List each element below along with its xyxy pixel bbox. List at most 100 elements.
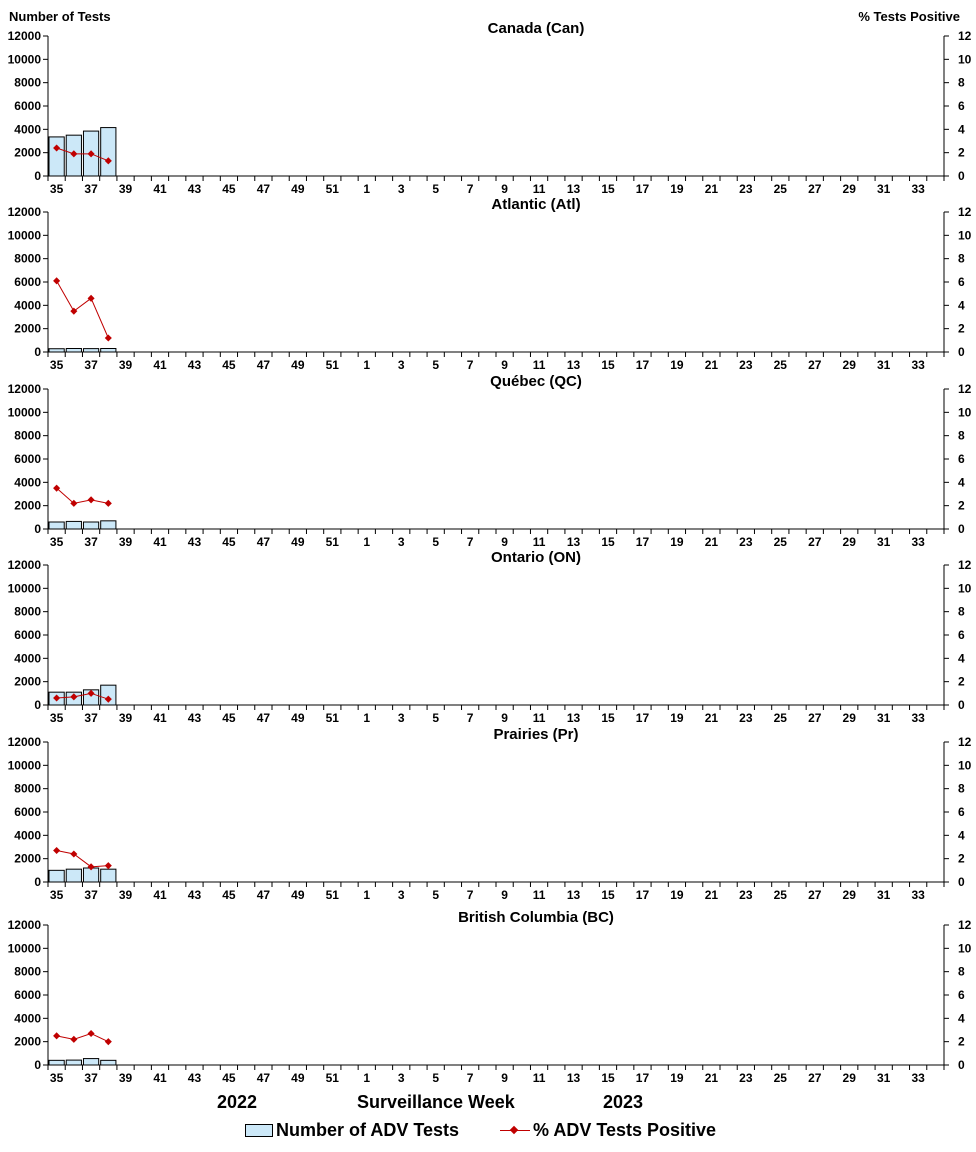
y-tick-label: 4000	[14, 1011, 41, 1025]
x-tick-label: 13	[567, 888, 581, 902]
positivity-point-week-37	[87, 689, 95, 697]
x-tick-label: 5	[432, 711, 439, 725]
y-tick-label: 12000	[8, 29, 42, 43]
y2-tick-label: 2	[958, 146, 965, 160]
positivity-point-week-35	[53, 846, 61, 855]
x-tick-label: 35	[50, 711, 64, 725]
y-tick-label: 8000	[14, 965, 41, 979]
bar-week-38	[100, 127, 117, 177]
x-tick-label: 33	[911, 1071, 925, 1085]
x-axis-title: Surveillance Week	[357, 1092, 515, 1112]
x-tick-label: 45	[222, 182, 236, 196]
y-tick-label: 8000	[14, 76, 41, 90]
x-tick-label: 43	[188, 1071, 202, 1085]
legend-item-bars: Number of ADV Tests	[245, 1120, 459, 1141]
y-tick-label: 8000	[14, 252, 41, 266]
y-tick-label: 2000	[14, 852, 41, 866]
y-tick-label: 0	[34, 1058, 41, 1072]
chart-panel-canada-can: Canada (Can) 0 2000 4000 6000 8000 10000 12000 0…	[8, 20, 972, 196]
x-tick-label: 15	[601, 358, 615, 372]
y2-tick-label: 6	[958, 275, 965, 289]
x-tick-label: 19	[670, 1071, 684, 1085]
chart-panel-ontario-on: Ontario (ON) 0 2000 4000 6000 8000 10000 12000 0…	[8, 549, 972, 725]
legend-line-marker	[500, 1125, 530, 1137]
positivity-point-week-35	[53, 277, 61, 285]
positivity-line	[56, 850, 109, 868]
x-tick-label: 39	[119, 535, 133, 549]
x-tick-label: 41	[153, 358, 167, 372]
x-tick-label: 1	[363, 888, 370, 902]
chart-panel-atlantic-atl: Atlantic (Atl) 0 2000 4000 6000 8000 10000 1200…	[8, 196, 972, 372]
legend-item-line: % ADV Tests Positive	[500, 1120, 716, 1141]
x-tick-label: 39	[119, 711, 133, 725]
x-tick-label: 35	[50, 182, 64, 196]
y2-tick-label: 4	[958, 122, 965, 136]
y-tick-label: 4000	[14, 122, 41, 136]
positivity-point-week-38	[104, 499, 112, 507]
x-tick-label: 25	[774, 1071, 788, 1085]
y-tick-label: 6000	[14, 988, 41, 1002]
x-tick-label: 19	[670, 182, 684, 196]
y-tick-label: 4000	[14, 298, 41, 312]
x-tick-label: 49	[291, 888, 305, 902]
positivity-point-week-36	[70, 693, 78, 701]
x-tick-label: 25	[774, 358, 788, 372]
x-tick-label: 29	[843, 182, 857, 196]
x-tick-label: 31	[877, 535, 891, 549]
x-tick-label: 11	[533, 358, 546, 372]
x-tick-label: 21	[705, 182, 719, 196]
year-label-2022: 2022	[217, 1092, 258, 1112]
y2-tick-label: 10	[958, 941, 972, 955]
y2-tick-label: 8	[958, 782, 965, 796]
x-tick-label: 31	[877, 358, 891, 372]
x-tick-label: 17	[636, 888, 650, 902]
y-tick-label: 6000	[14, 452, 41, 466]
x-tick-label: 15	[601, 182, 615, 196]
x-tick-label: 3	[398, 1071, 405, 1085]
chart-title: Atlantic (Atl)	[491, 196, 580, 213]
x-tick-label: 41	[153, 888, 167, 902]
x-tick-label: 51	[326, 535, 340, 549]
y-tick-label: 12000	[8, 558, 42, 572]
y2-tick-label: 10	[958, 228, 972, 242]
y2-tick-label: 12	[958, 29, 972, 43]
x-tick-label: 27	[808, 358, 822, 372]
y-tick-label: 2000	[14, 322, 41, 336]
x-tick-label: 51	[326, 1071, 340, 1085]
x-tick-label: 19	[670, 358, 684, 372]
y2-tick-label: 2	[958, 1035, 965, 1049]
positivity-line	[56, 487, 109, 504]
x-tick-label: 15	[601, 535, 615, 549]
x-tick-label: 21	[705, 888, 719, 902]
y-tick-label: 2000	[14, 146, 41, 160]
x-tick-label: 43	[188, 888, 202, 902]
x-tick-label: 51	[326, 711, 340, 725]
positivity-point-week-35	[53, 484, 61, 492]
x-tick-label: 9	[501, 535, 508, 549]
y2-tick-label: 0	[958, 169, 965, 183]
y2-tick-label: 6	[958, 988, 965, 1002]
y2-tick-label: 0	[958, 1058, 965, 1072]
y2-tick-label: 0	[958, 345, 965, 359]
positivity-point-week-35	[53, 1032, 61, 1040]
x-tick-label: 31	[877, 888, 891, 902]
y2-tick-label: 2	[958, 852, 965, 866]
x-tick-label: 27	[808, 888, 822, 902]
x-tick-label: 49	[291, 711, 305, 725]
x-tick-label: 27	[808, 182, 822, 196]
y-tick-label: 12000	[8, 382, 42, 396]
y2-tick-label: 4	[958, 828, 965, 842]
bar-week-38	[100, 868, 117, 883]
x-tick-label: 41	[153, 1071, 167, 1085]
x-tick-label: 47	[257, 535, 271, 549]
x-tick-label: 17	[636, 182, 650, 196]
x-tick-label: 7	[467, 1071, 474, 1085]
x-tick-label: 47	[257, 1071, 271, 1085]
x-tick-label: 19	[670, 888, 684, 902]
x-tick-label: 49	[291, 535, 305, 549]
x-tick-label: 15	[601, 711, 615, 725]
x-tick-label: 29	[843, 888, 857, 902]
x-tick-label: 23	[739, 358, 753, 372]
bar-week-35	[48, 521, 65, 530]
x-tick-label: 19	[670, 711, 684, 725]
